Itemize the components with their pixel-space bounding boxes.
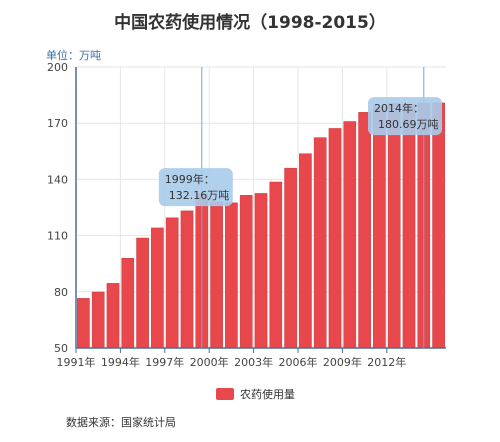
legend: 农药使用量 bbox=[216, 387, 295, 401]
chart-title: 中国农药使用情况（1998-2015） bbox=[114, 12, 386, 33]
x-tick-label: 1994年 bbox=[101, 355, 140, 369]
bar-1992 bbox=[91, 291, 105, 349]
callout-value-1999: 132.16万吨 bbox=[169, 189, 230, 202]
bar-2006 bbox=[299, 153, 312, 349]
callouts: 1999年： 132.16万吨 2014年： 180.69万吨 bbox=[158, 67, 442, 348]
callout-year-2014: 2014年： bbox=[374, 101, 424, 115]
x-tick-label: 2012年 bbox=[367, 355, 406, 369]
callout-year-1999: 1999年： bbox=[165, 172, 215, 186]
bar-1991 bbox=[77, 298, 90, 349]
y-tick-label: 170 bbox=[47, 117, 68, 130]
bar-1997 bbox=[165, 217, 179, 349]
bar-2001 bbox=[225, 202, 238, 349]
x-tick-label: 2009年 bbox=[323, 355, 362, 369]
x-tick-label: 2000年 bbox=[190, 355, 229, 369]
source-note: 数据来源：国家统计局 bbox=[66, 415, 176, 429]
bar-2011 bbox=[373, 106, 386, 349]
legend-swatch bbox=[216, 388, 234, 400]
x-tick-label: 1997年 bbox=[145, 355, 184, 369]
callout-value-2014: 180.69万吨 bbox=[378, 118, 439, 131]
bar-1996 bbox=[151, 227, 164, 349]
x-tick-label: 1991年 bbox=[57, 355, 96, 369]
y-tick-label: 110 bbox=[47, 230, 68, 243]
callout-box-1999 bbox=[158, 168, 233, 207]
y-tick-label: 50 bbox=[54, 342, 68, 355]
bar-2009 bbox=[343, 121, 357, 349]
y-tick-label: 200 bbox=[47, 61, 68, 74]
bar-1995 bbox=[136, 237, 149, 349]
bar-1993 bbox=[106, 283, 120, 349]
bar-2003 bbox=[254, 193, 268, 349]
bar-2012 bbox=[387, 103, 401, 349]
bar-2007 bbox=[313, 137, 327, 349]
bar-2002 bbox=[239, 195, 253, 349]
y-axis-ticks: 50 80 110 140 170 200 bbox=[47, 61, 68, 355]
x-tick-label: 2006年 bbox=[279, 355, 318, 369]
bar-2013 bbox=[402, 103, 416, 349]
unit-label: 单位：万吨 bbox=[46, 48, 101, 62]
bar-2004 bbox=[269, 181, 283, 349]
bar-2010 bbox=[358, 112, 371, 349]
bar-2005 bbox=[284, 167, 297, 349]
bar-2008 bbox=[328, 128, 342, 349]
bar-2000 bbox=[210, 201, 223, 349]
y-tick-label: 140 bbox=[47, 173, 68, 186]
bar-1994 bbox=[121, 258, 135, 349]
callout-box-2014 bbox=[368, 97, 442, 136]
axes bbox=[75, 67, 446, 349]
bar-1998 bbox=[180, 210, 194, 349]
bar-2015 bbox=[432, 102, 445, 349]
y-tick-label: 80 bbox=[54, 286, 68, 299]
grid bbox=[75, 66, 446, 349]
x-tick-label: 2003年 bbox=[234, 355, 273, 369]
x-axis-ticks: 1991年 1994年 1997年 2000年 2003年 2006年 2009年 2012年 bbox=[57, 348, 406, 369]
legend-label: 农药使用量 bbox=[240, 387, 295, 401]
bars bbox=[77, 102, 445, 349]
